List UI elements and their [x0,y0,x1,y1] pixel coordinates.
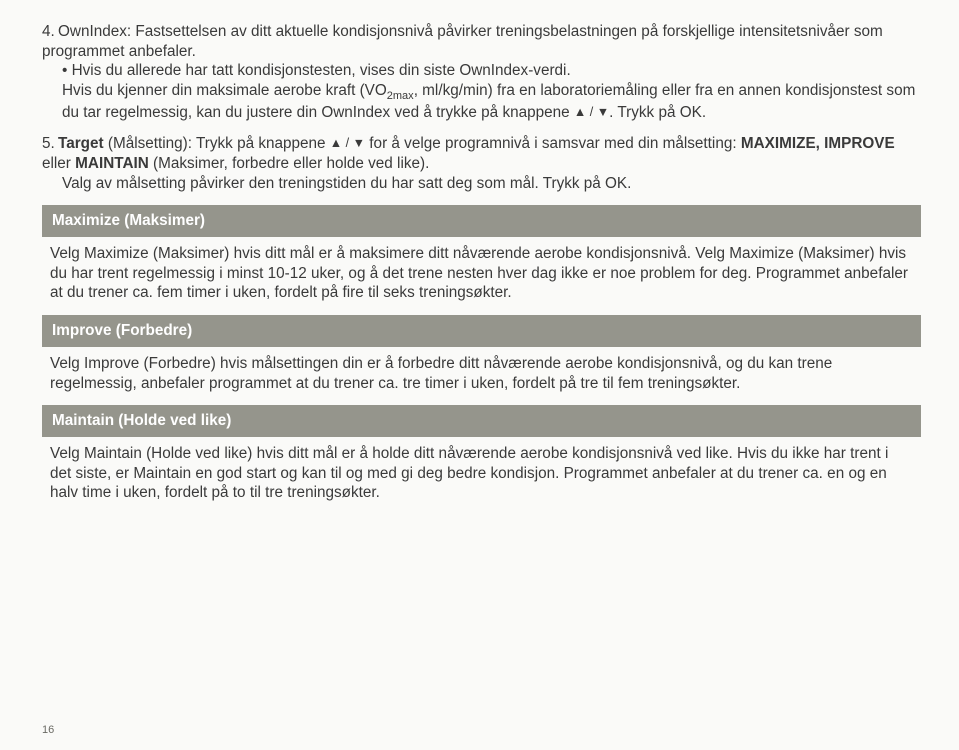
section-header-improve: Improve (Forbedre) [42,315,921,347]
item4-detail: Hvis du kjenner din maksimale aerobe kra… [42,81,921,123]
item5-t3: eller [42,155,75,172]
item-number: 5. [42,134,58,154]
item5-bold1: Target [58,135,104,152]
item4-text: OwnIndex: Fastsettelsen av ditt aktuelle… [42,23,883,60]
item4-sub: 2max [387,90,414,102]
section-body-maintain: Velg Maintain (Holde ved like) hvis ditt… [42,437,921,513]
list-item-5: 5.Target (Målsetting): Trykk på knappene… [42,134,921,193]
item5-t4: (Maksimer, forbedre eller holde ved like… [149,155,430,172]
triangle-icon: ▲ / ▼ [330,136,365,150]
triangle-icon: ▲ / ▼ [574,105,609,119]
item5-bold2: MAXIMIZE, IMPROVE [741,135,895,152]
list-item-4: 4.OwnIndex: Fastsettelsen av ditt aktuel… [42,22,921,122]
item5-t2: for å velge programnivå i samsvar med di… [365,135,741,152]
item5-t1: (Målsetting): Trykk på knappene [104,135,330,152]
item4-bullet: • Hvis du allerede har tatt kondisjonste… [42,61,921,81]
item-number: 4. [42,22,58,42]
section-header-maintain: Maintain (Holde ved like) [42,405,921,437]
section-body-improve: Velg Improve (Forbedre) hvis målsettinge… [42,347,921,403]
page-number: 16 [42,724,54,736]
item4-l2a: Hvis du kjenner din maksimale aerobe kra… [62,82,387,99]
item5-bold3: MAINTAIN [75,155,149,172]
section-header-maximize: Maximize (Maksimer) [42,205,921,237]
item4-l2c: . Trykk på OK. [609,104,706,121]
section-body-maximize: Velg Maximize (Maksimer) hvis ditt mål e… [42,237,921,313]
item5-t5: Valg av målsetting påvirker den trenings… [42,174,921,194]
